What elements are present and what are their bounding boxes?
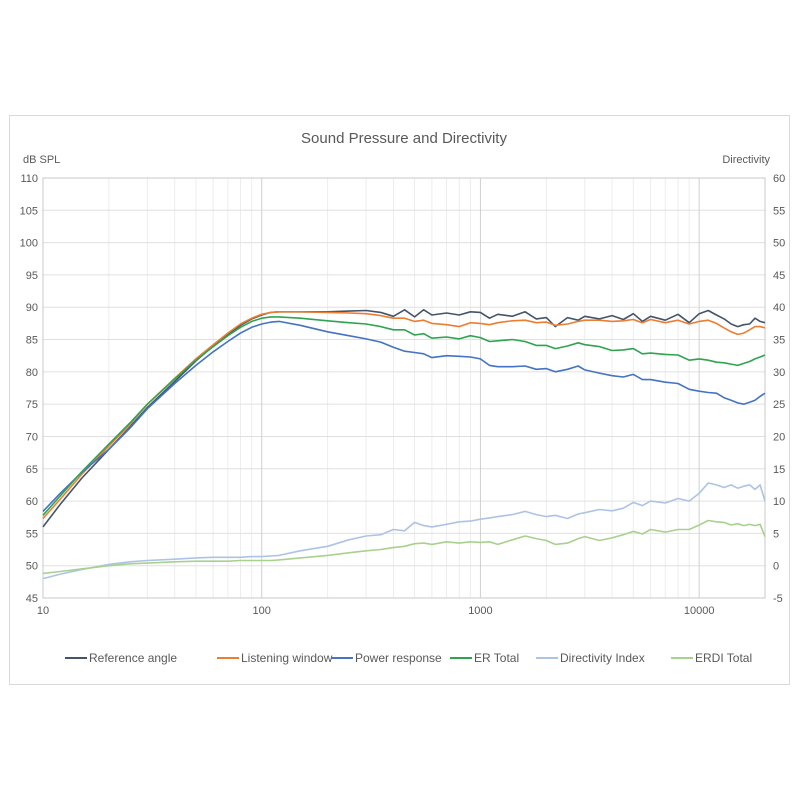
y2-tick-label: 5 bbox=[773, 528, 779, 540]
y-tick-label: 55 bbox=[26, 528, 38, 540]
y-tick-label: 60 bbox=[26, 496, 38, 508]
y-axis-label: dB SPL bbox=[23, 154, 60, 166]
x-tick-label: 10 bbox=[37, 605, 49, 617]
legend-label-6: ERDI Total bbox=[695, 651, 752, 665]
y-tick-label: 85 bbox=[26, 335, 38, 347]
chart-title: Sound Pressure and Directivity bbox=[301, 130, 507, 147]
series-line-6 bbox=[42, 519, 766, 575]
y2-tick-label: 0 bbox=[773, 561, 779, 573]
plot-area-border bbox=[42, 177, 766, 599]
legend-label-4: ER Total bbox=[474, 651, 519, 665]
series-line-3 bbox=[42, 320, 766, 512]
y2-tick-label: 50 bbox=[773, 238, 785, 250]
y2-tick-label: 25 bbox=[773, 399, 785, 411]
y2-tick-label: 30 bbox=[773, 367, 785, 379]
legend-label-5: Directivity Index bbox=[560, 651, 645, 665]
chart-svg: Sound Pressure and Directivity dB SPL Di… bbox=[20, 130, 786, 665]
y2-tick-label: 55 bbox=[773, 205, 785, 217]
y-tick-label: 90 bbox=[26, 302, 38, 314]
y2-tick-label: 60 bbox=[773, 173, 785, 185]
y2-tick-label: 40 bbox=[773, 302, 785, 314]
y2-tick-label: 35 bbox=[773, 335, 785, 347]
series-line-2 bbox=[42, 311, 766, 520]
y2-tick-label: -5 bbox=[773, 593, 783, 605]
legend-label-2: Listening window bbox=[241, 651, 333, 665]
series-layer bbox=[42, 309, 766, 580]
y-tick-label: 65 bbox=[26, 464, 38, 476]
y-tick-label: 70 bbox=[26, 431, 38, 443]
x-tick-label: 10000 bbox=[684, 605, 715, 617]
y2-tick-label: 10 bbox=[773, 496, 785, 508]
y-tick-label: 80 bbox=[26, 367, 38, 379]
series-line-5 bbox=[42, 482, 766, 580]
y-tick-label: 50 bbox=[26, 561, 38, 573]
legend-label-1: Reference angle bbox=[89, 651, 177, 665]
y2-tick-label: 15 bbox=[773, 464, 785, 476]
legend-label-3: Power response bbox=[355, 651, 442, 665]
x-tick-label: 100 bbox=[253, 605, 271, 617]
y-tick-label: 100 bbox=[20, 238, 38, 250]
y2-tick-label: 20 bbox=[773, 431, 785, 443]
y-tick-label: 95 bbox=[26, 270, 38, 282]
series-line-4 bbox=[42, 316, 766, 516]
chart-frame: Sound Pressure and Directivity dB SPL Di… bbox=[9, 115, 790, 685]
y-tick-label: 75 bbox=[26, 399, 38, 411]
grid-layer bbox=[42, 177, 766, 599]
y-tick-label: 45 bbox=[26, 593, 38, 605]
x-tick-label: 1000 bbox=[468, 605, 492, 617]
tick-layer: 45 50 55 60 65 70 75 80 85 90 95 100 105 110 -5 0 5 10 15 2… bbox=[20, 173, 786, 617]
y-tick-label: 105 bbox=[20, 205, 38, 217]
y2-tick-label: 45 bbox=[773, 270, 785, 282]
legend: Reference angle Listening window Power res… bbox=[65, 651, 752, 665]
y2-axis-label: Directivity bbox=[722, 154, 770, 166]
series-line-1 bbox=[42, 309, 766, 528]
y-tick-label: 110 bbox=[20, 173, 38, 185]
